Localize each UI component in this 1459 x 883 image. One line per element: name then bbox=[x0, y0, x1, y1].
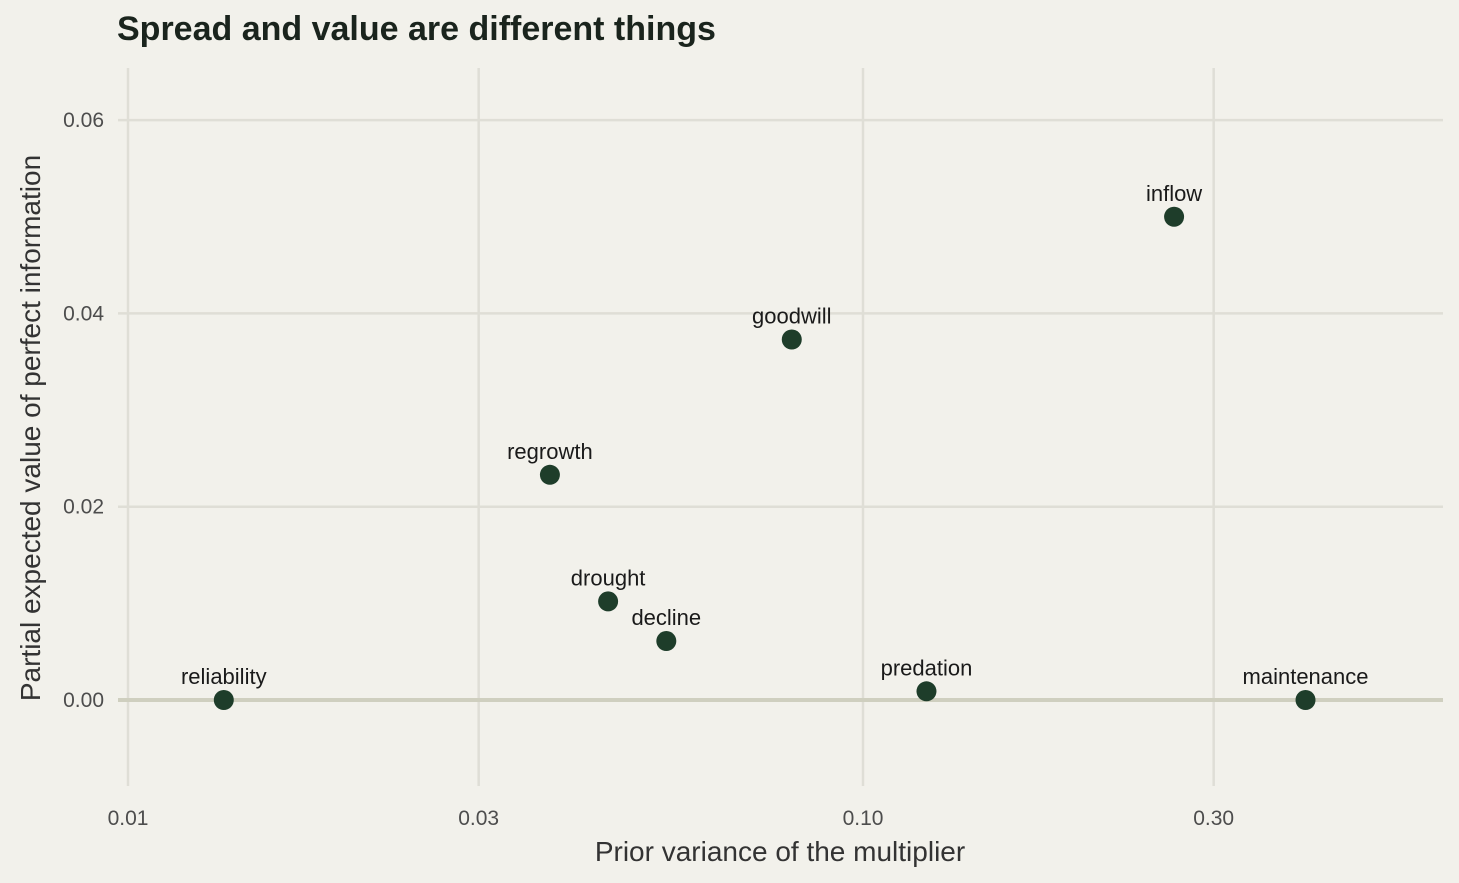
data-point-reliability bbox=[213, 690, 234, 710]
y-tick-label: 0.02 bbox=[63, 496, 104, 519]
data-point-inflow bbox=[1164, 206, 1185, 227]
point-label-reliability: reliability bbox=[181, 664, 267, 689]
data-point-regrowth bbox=[539, 464, 560, 485]
y-tick-label: 0.06 bbox=[63, 109, 104, 132]
point-label-drought: drought bbox=[571, 565, 646, 590]
y-axis-title: Partial expected value of perfect inform… bbox=[15, 155, 46, 701]
point-label-goodwill: goodwill bbox=[752, 303, 832, 328]
point-label-decline: decline bbox=[631, 605, 701, 630]
point-label-regrowth: regrowth bbox=[507, 439, 593, 464]
x-tick-label: 0.10 bbox=[843, 807, 884, 830]
grid-lines bbox=[118, 68, 1443, 786]
x-tick-label: 0.30 bbox=[1193, 807, 1234, 830]
y-tick-label: 0.00 bbox=[63, 689, 104, 712]
point-label-inflow: inflow bbox=[1146, 181, 1202, 206]
x-tick-label: 0.01 bbox=[108, 807, 149, 830]
y-tick-label: 0.04 bbox=[63, 302, 104, 325]
data-point-maintenance bbox=[1295, 690, 1316, 710]
point-label-maintenance: maintenance bbox=[1243, 664, 1369, 689]
chart-title: Spread and value are different things bbox=[117, 10, 716, 48]
x-tick-label: 0.03 bbox=[458, 807, 499, 830]
x-axis-title: Prior variance of the multiplier bbox=[595, 836, 965, 867]
data-point-predation bbox=[916, 681, 937, 702]
point-labels: reliability regrowth drought decline goodwil… bbox=[181, 181, 1369, 689]
data-point-decline bbox=[656, 631, 677, 652]
axis-ticks: 0.01 0.03 0.10 0.30 0.00 0.02 0.04 0.06 bbox=[63, 109, 1234, 830]
data-point-goodwill bbox=[781, 329, 802, 350]
point-label-predation: predation bbox=[881, 655, 973, 680]
data-points bbox=[213, 206, 1316, 710]
data-point-drought bbox=[598, 591, 619, 612]
